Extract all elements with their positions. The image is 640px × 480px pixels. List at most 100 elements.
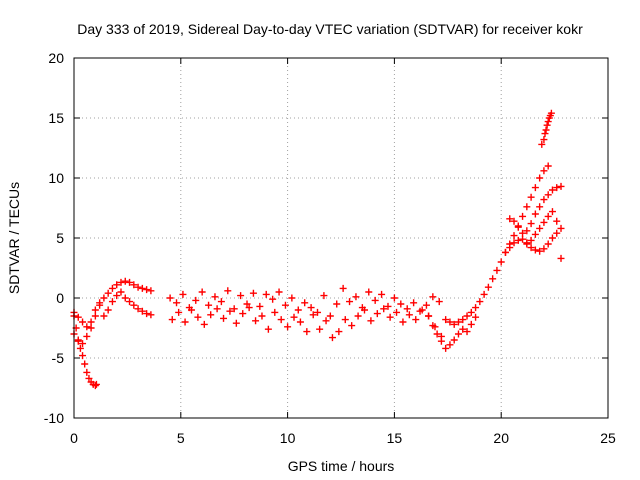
data-point	[425, 312, 433, 320]
data-point	[519, 235, 527, 243]
data-point	[79, 352, 87, 360]
data-point	[83, 323, 91, 331]
data-point	[531, 246, 539, 254]
data-point	[523, 227, 531, 235]
data-point	[100, 312, 108, 320]
data-point	[130, 281, 138, 289]
x-axis-label: GPS time / hours	[288, 458, 395, 474]
data-point	[239, 310, 247, 318]
x-tick-label: 10	[280, 430, 296, 446]
data-point	[450, 320, 458, 328]
data-point	[523, 239, 531, 247]
data-point	[435, 298, 443, 306]
data-point	[543, 121, 551, 129]
data-point	[501, 248, 509, 256]
data-point	[352, 293, 360, 301]
data-point	[277, 316, 285, 324]
data-point	[399, 318, 407, 326]
data-point	[284, 323, 292, 331]
data-point	[230, 305, 238, 313]
data-point	[108, 298, 116, 306]
axis-ticks	[73, 57, 609, 419]
data-point	[527, 193, 535, 201]
data-point	[489, 275, 497, 283]
data-point	[134, 305, 142, 313]
data-point	[264, 325, 272, 333]
y-tick-label: 10	[48, 170, 64, 186]
data-point	[544, 240, 552, 248]
data-point	[523, 203, 531, 211]
data-point	[531, 230, 539, 238]
data-point	[126, 298, 134, 306]
data-point	[83, 368, 91, 376]
data-point	[527, 220, 535, 228]
data-point	[463, 328, 471, 336]
data-point	[386, 313, 394, 321]
data-point	[173, 299, 181, 307]
data-point	[217, 298, 225, 306]
data-point	[91, 306, 99, 314]
data-point	[390, 294, 398, 302]
data-point	[166, 294, 174, 302]
data-point	[540, 218, 548, 226]
data-point	[85, 374, 93, 382]
data-point	[540, 136, 548, 144]
data-point	[384, 302, 392, 310]
data-point	[544, 191, 552, 199]
y-tick-label: -5	[52, 350, 65, 366]
data-point	[410, 299, 418, 307]
data-point	[553, 229, 561, 237]
data-point	[429, 293, 437, 301]
data-point	[192, 296, 200, 304]
data-point	[354, 312, 362, 320]
data-point	[307, 304, 315, 312]
data-point	[437, 337, 445, 345]
data-point	[454, 318, 462, 326]
grid-lines	[74, 58, 608, 418]
data-point	[121, 277, 129, 285]
data-point	[198, 288, 206, 296]
data-point	[536, 203, 544, 211]
data-point	[258, 312, 266, 320]
data-point	[147, 311, 155, 319]
data-point	[476, 298, 484, 306]
data-point	[179, 290, 187, 298]
data-point	[403, 305, 411, 313]
data-point	[79, 318, 87, 326]
data-point	[480, 290, 488, 298]
data-point	[467, 320, 475, 328]
data-point	[514, 236, 522, 244]
data-point	[547, 109, 555, 117]
data-point	[397, 300, 405, 308]
data-point	[346, 298, 354, 306]
data-point	[91, 312, 99, 320]
data-point	[418, 306, 426, 314]
data-point	[484, 283, 492, 291]
x-tick-label: 20	[493, 430, 509, 446]
data-point	[510, 217, 518, 225]
x-tick-labels: 0 5 10 15 20 25	[70, 430, 616, 446]
data-points	[70, 109, 565, 390]
data-point	[506, 244, 514, 252]
data-point	[314, 308, 322, 316]
data-point	[262, 290, 270, 298]
data-point	[104, 289, 112, 297]
data-point	[252, 317, 260, 325]
data-point	[553, 184, 561, 192]
data-point	[91, 382, 99, 390]
data-point	[271, 308, 279, 316]
data-point	[335, 328, 343, 336]
data-point	[113, 292, 121, 300]
data-point	[207, 311, 215, 319]
data-point	[76, 344, 84, 352]
data-point	[393, 308, 401, 316]
data-point	[290, 313, 298, 321]
data-point	[256, 302, 264, 310]
data-point	[303, 328, 311, 336]
data-point	[232, 319, 240, 327]
data-point	[81, 360, 89, 368]
data-point	[371, 296, 379, 304]
data-point	[339, 284, 347, 292]
data-point	[463, 312, 471, 320]
